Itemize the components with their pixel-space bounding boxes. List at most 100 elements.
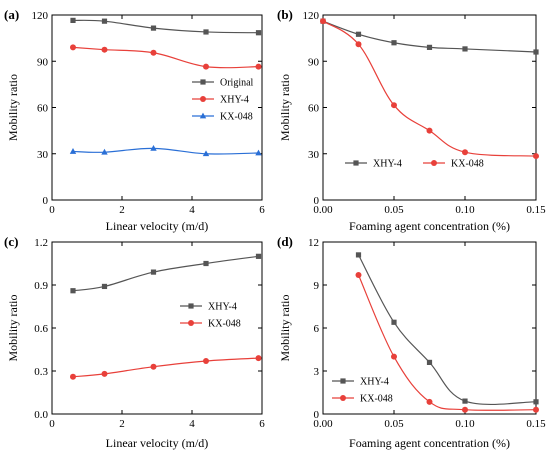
legend-marker <box>340 395 346 401</box>
legend-label: XHY-4 <box>220 95 249 106</box>
y-tick-label: 0.0 <box>34 409 48 421</box>
data-point <box>462 398 468 404</box>
data-point <box>70 44 76 51</box>
y-tick-label: 60 <box>308 103 320 115</box>
data-point <box>255 253 262 259</box>
legend-marker <box>199 112 207 119</box>
y-tick-label: 60 <box>37 103 49 115</box>
data-point <box>462 406 468 413</box>
data-point <box>203 260 209 267</box>
y-tick-label: 0.9 <box>34 280 48 292</box>
data-point <box>355 41 362 48</box>
x-tick-label: 2 <box>119 418 125 430</box>
series-xhy-4 <box>70 44 262 70</box>
series-original <box>70 17 262 36</box>
data-point <box>533 406 539 413</box>
data-point <box>533 399 539 405</box>
data-point <box>533 153 539 160</box>
legend-entry: KX-048 <box>423 159 484 170</box>
x-tick-label: 2 <box>119 204 125 216</box>
legend-label: KX-048 <box>360 394 393 405</box>
x-tick-label: 0.10 <box>455 204 475 216</box>
legend-label: XHY-4 <box>360 377 389 388</box>
x-tick-label: 0.15 <box>526 418 546 430</box>
y-tick-label: 120 <box>303 10 320 22</box>
series-xhy-4 <box>70 253 262 294</box>
data-point <box>101 370 108 377</box>
data-point <box>355 271 362 278</box>
legend-entry: KX-048 <box>192 112 253 123</box>
legend-marker <box>188 320 194 326</box>
data-point <box>203 63 209 70</box>
y-tick-label: 0.6 <box>34 323 48 335</box>
legend-marker <box>431 160 437 166</box>
legend-marker <box>340 378 346 384</box>
x-tick-label: 0 <box>49 204 55 216</box>
data-point <box>70 373 76 380</box>
data-point <box>320 18 326 25</box>
y-tick-label: 120 <box>32 10 49 22</box>
x-axis-title: Linear velocity (m/d) <box>106 219 209 233</box>
data-point <box>426 359 433 365</box>
series-kx-048 <box>320 18 539 160</box>
plot-frame <box>322 241 537 415</box>
plot-frame <box>51 14 263 201</box>
legend-label: KX-048 <box>220 112 253 123</box>
x-tick-label: 0.00 <box>313 204 333 216</box>
data-point <box>101 283 108 290</box>
legend-entry: KX-048 <box>180 319 241 330</box>
y-tick-label: 6 <box>314 323 320 335</box>
x-tick-label: 0.00 <box>313 418 333 430</box>
y-axis-title: Mobility ratio <box>6 295 20 362</box>
series-kx-048 <box>70 355 262 380</box>
y-tick-label: 0 <box>43 195 49 207</box>
y-tick-label: 0 <box>314 195 320 207</box>
legend-marker <box>353 160 359 166</box>
y-tick-label: 9 <box>314 280 320 292</box>
y-tick-label: 30 <box>308 149 320 161</box>
legend-label: KX-048 <box>451 159 484 170</box>
data-point <box>255 63 262 70</box>
legend-entry: XHY-4 <box>345 159 402 170</box>
data-point <box>533 49 539 55</box>
x-axis-title: Linear velocity (m/d) <box>106 436 209 450</box>
data-point <box>426 44 433 50</box>
legend-entry: KX-048 <box>332 394 393 405</box>
data-point <box>391 353 397 360</box>
y-tick-label: 3 <box>314 366 320 378</box>
data-point <box>202 150 210 157</box>
legend-label: Original <box>220 78 254 89</box>
x-axis-title: Foaming agent concentration (%) <box>349 436 510 450</box>
x-axis-title: Foaming agent concentration (%) <box>349 219 510 233</box>
series-xhy-4 <box>355 252 539 406</box>
legend-marker <box>188 303 194 309</box>
chart-panel-4: (d) 0.00 0.05 0.10 0.15 0 3 6 9 12 Foaming agent c… <box>277 234 546 450</box>
series-line <box>72 357 259 378</box>
data-point <box>203 29 209 35</box>
y-axis-title: Mobility ratio <box>278 74 292 141</box>
panel-label: (b) <box>277 7 293 22</box>
legend-marker <box>200 79 206 85</box>
legend-label: KX-048 <box>208 319 241 330</box>
series-xhy-4 <box>320 18 539 55</box>
y-tick-label: 30 <box>37 149 49 161</box>
x-tick-label: 0.10 <box>455 418 475 430</box>
data-point <box>255 355 262 362</box>
panel-label: (c) <box>4 234 18 249</box>
chart-panel-2: (b) 0.00 0.05 0.10 0.15 0 30 60 90 120 Foaming age… <box>277 7 546 233</box>
series-line <box>72 19 259 34</box>
data-point <box>150 363 157 370</box>
legend-label: XHY-4 <box>373 159 402 170</box>
data-point <box>255 30 262 36</box>
x-tick-label: 6 <box>259 204 265 216</box>
data-point <box>426 398 433 405</box>
legend-entry: XHY-4 <box>332 377 389 388</box>
panel-label: (d) <box>277 234 293 249</box>
legend-label: XHY-4 <box>208 302 237 313</box>
data-point <box>462 149 468 156</box>
data-point <box>391 40 397 46</box>
data-point <box>391 102 397 109</box>
y-tick-label: 90 <box>37 56 49 68</box>
